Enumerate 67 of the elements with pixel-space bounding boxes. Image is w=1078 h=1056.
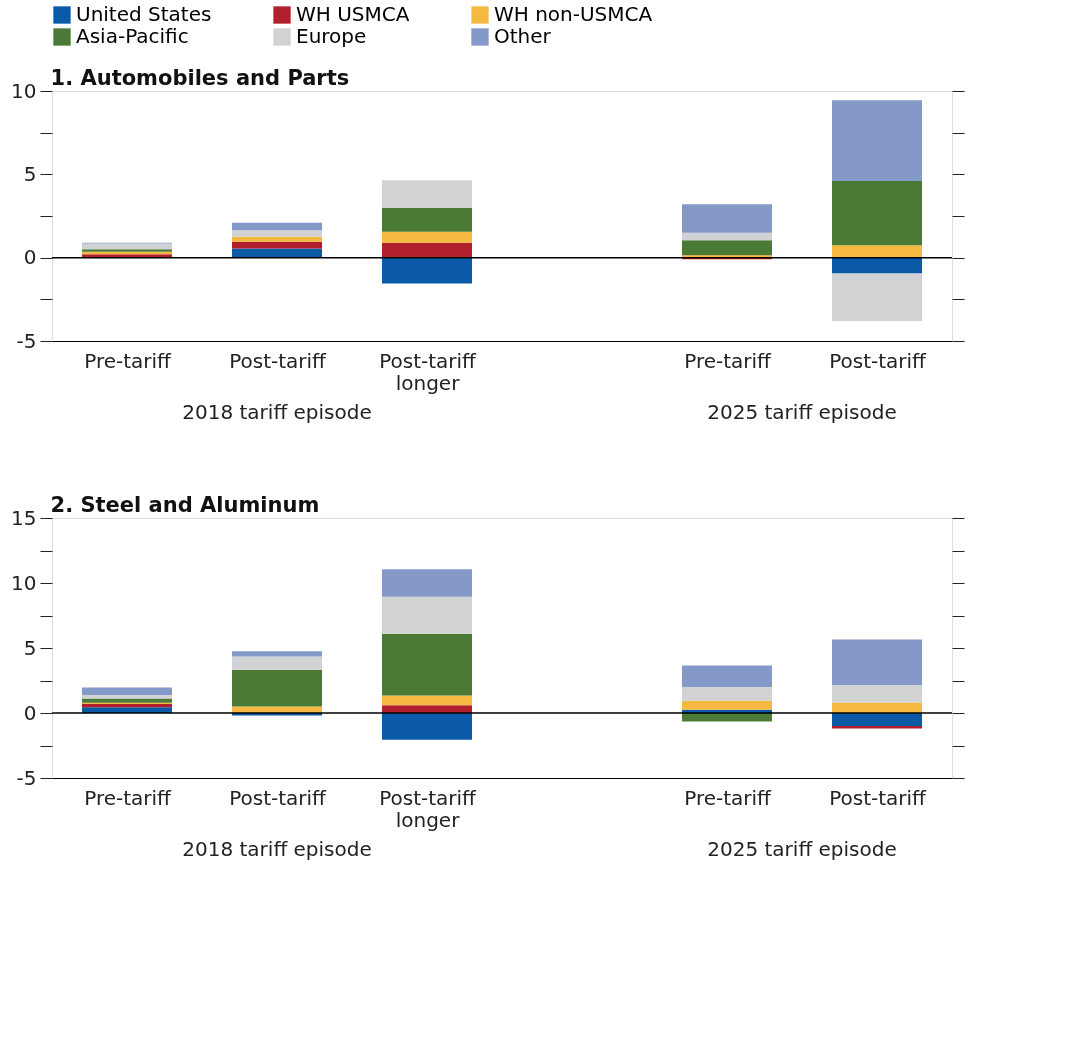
x-tick-label: Post-tariff bbox=[229, 785, 328, 810]
bar bbox=[832, 273, 922, 321]
bar bbox=[382, 695, 472, 706]
bar bbox=[682, 232, 772, 241]
bar bbox=[832, 726, 922, 729]
bar bbox=[682, 665, 772, 687]
x-tick-label: Pre-tariff bbox=[684, 348, 773, 373]
bar bbox=[832, 257, 922, 274]
bar bbox=[382, 257, 472, 284]
bar bbox=[382, 231, 472, 243]
y-tick-label: 10 bbox=[11, 78, 37, 103]
y-tick-label: 5 bbox=[23, 161, 37, 186]
bar bbox=[382, 180, 472, 208]
x-tick-label: Post-tariff bbox=[829, 785, 928, 810]
y-tick-label: 15 bbox=[11, 505, 37, 530]
bar bbox=[832, 100, 922, 181]
chart-title: 2. Steel and Aluminum bbox=[50, 493, 320, 517]
bar bbox=[82, 687, 172, 696]
bar bbox=[832, 685, 922, 703]
y-tick-label: 10 bbox=[11, 570, 37, 595]
bar bbox=[232, 670, 322, 707]
x-tick-label: Post-tariff bbox=[229, 348, 328, 373]
bar bbox=[232, 236, 322, 242]
bar bbox=[232, 651, 322, 657]
text: 2018 tariff episode bbox=[182, 400, 372, 424]
bar bbox=[832, 639, 922, 686]
bar bbox=[232, 241, 322, 249]
x-tick-label: Pre-tariff bbox=[84, 348, 173, 373]
bar bbox=[382, 242, 472, 258]
x-tick-label: Pre-tariff bbox=[684, 785, 773, 810]
legend-label: Europe bbox=[296, 24, 367, 48]
bar bbox=[832, 713, 922, 726]
bar bbox=[82, 695, 172, 699]
bar bbox=[82, 698, 172, 703]
bar bbox=[382, 207, 472, 232]
bar bbox=[682, 687, 772, 701]
text: 2025 tariff episode bbox=[707, 837, 897, 861]
bar bbox=[382, 569, 472, 597]
legend-label: Other bbox=[494, 24, 552, 48]
legend-label: WH non-USMCA bbox=[494, 2, 653, 26]
legend-label: WH USMCA bbox=[296, 2, 410, 26]
y-tick-label: -5 bbox=[16, 328, 37, 353]
x-tick-label: Post-tariff longer bbox=[379, 348, 478, 395]
bar bbox=[832, 181, 922, 246]
y-tick-label: 0 bbox=[23, 245, 37, 270]
bar bbox=[682, 240, 772, 256]
bar bbox=[382, 596, 472, 634]
bar bbox=[382, 633, 472, 696]
bar bbox=[832, 245, 922, 258]
y-tick-label: 5 bbox=[23, 635, 37, 660]
bar bbox=[232, 656, 322, 671]
bar bbox=[232, 230, 322, 237]
bar bbox=[82, 703, 172, 708]
bar bbox=[682, 700, 772, 710]
x-tick-label: Post-tariff longer bbox=[379, 785, 478, 832]
bar bbox=[682, 204, 772, 233]
x-tick-label: Post-tariff bbox=[829, 348, 928, 373]
legend-label: United States bbox=[76, 2, 212, 26]
chart-title: 1. Automobiles and Parts bbox=[50, 66, 350, 90]
text: 2025 tariff episode bbox=[707, 400, 897, 424]
legend-label: Asia-Pacific bbox=[76, 24, 189, 48]
y-tick-label: 0 bbox=[23, 700, 37, 725]
text: 2018 tariff episode bbox=[182, 837, 372, 861]
bar bbox=[232, 222, 322, 231]
x-tick-label: Pre-tariff bbox=[84, 785, 173, 810]
bar bbox=[382, 713, 472, 740]
y-tick-label: -5 bbox=[16, 765, 37, 790]
